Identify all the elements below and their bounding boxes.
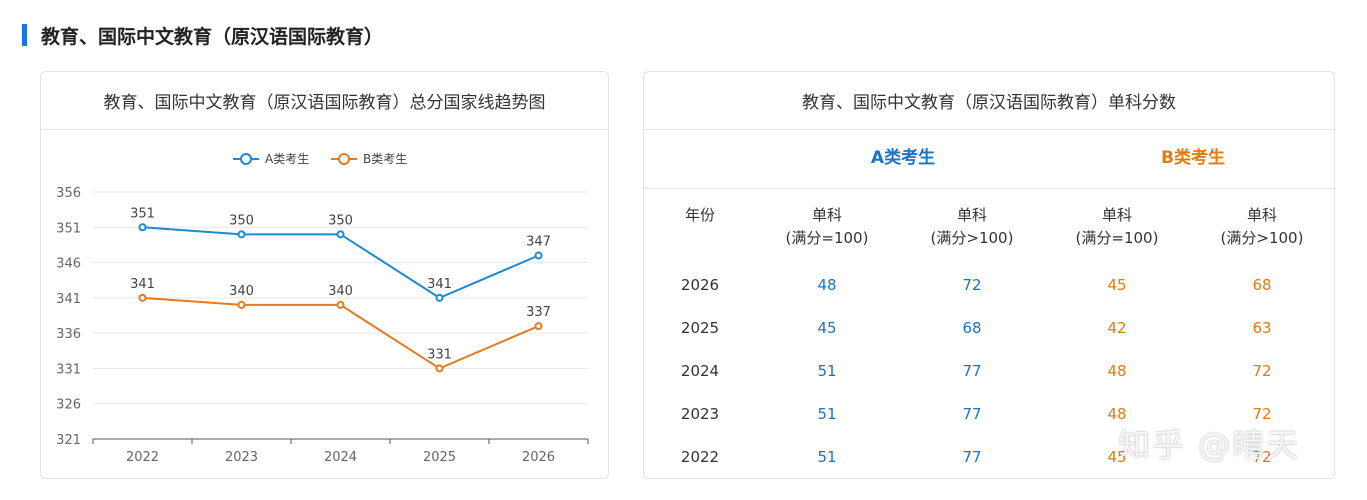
- data-point: [435, 364, 444, 373]
- header-b-full100-line1: 单科: [1101, 206, 1132, 224]
- x-tick-label: 2024: [324, 450, 357, 465]
- row-b-full100: 42: [1107, 319, 1127, 337]
- header-year: 年份: [684, 206, 715, 224]
- header-b-full100: 单科 (满分=100): [1067, 204, 1167, 250]
- data-label: 350: [229, 213, 254, 228]
- row-year: 2022: [680, 448, 720, 466]
- header-b-over100-line2: (满分>100): [1220, 229, 1304, 247]
- y-tick-label: 356: [56, 186, 81, 201]
- data-point: [534, 322, 543, 331]
- row-a-over100: 77: [962, 448, 982, 466]
- y-tick-label: 331: [56, 362, 81, 377]
- y-tick-label: 336: [56, 327, 81, 342]
- x-tick-label: 2023: [225, 450, 258, 465]
- group-a-label: A类考生: [870, 148, 936, 168]
- subject-score-title: 教育、国际中文教育（原汉语国际教育）单科分数: [644, 72, 1334, 130]
- header-a-over100-line2: (满分>100): [930, 229, 1014, 247]
- data-label: 347: [526, 235, 551, 250]
- row-b-full100: 48: [1107, 405, 1127, 423]
- header-b-full100-line2: (满分=100): [1075, 229, 1159, 247]
- data-label: 337: [526, 305, 551, 320]
- legend-label: A类考生: [265, 152, 309, 166]
- y-tick-label: 351: [56, 221, 81, 236]
- data-label: 351: [130, 206, 155, 221]
- row-year: 2023: [680, 405, 720, 423]
- row-a-full100: 51: [817, 448, 837, 466]
- row-a-full100: 51: [817, 362, 837, 380]
- header-a-full100-line1: 单科: [811, 206, 842, 224]
- y-tick-label: 326: [56, 398, 81, 413]
- row-b-over100: 63: [1252, 319, 1272, 337]
- row-a-full100: 51: [817, 405, 837, 423]
- row-year: 2024: [680, 362, 720, 380]
- row-a-full100: 48: [817, 276, 837, 294]
- row-year: 2026: [680, 276, 720, 294]
- x-tick-label: 2025: [423, 450, 456, 465]
- data-point: [336, 300, 345, 309]
- section-accent-bar: [22, 24, 27, 46]
- header-a-over100: 单科 (满分>100): [922, 204, 1022, 250]
- x-tick-label: 2026: [522, 450, 555, 465]
- row-b-over100: 72: [1252, 405, 1272, 423]
- legend-marker: [240, 153, 252, 165]
- header-a-over100-line1: 单科: [956, 206, 987, 224]
- legend-label: B类考生: [363, 152, 407, 166]
- header-a-full100-line2: (满分=100): [785, 229, 869, 247]
- trend-chart-title: 教育、国际中文教育（原汉语国际教育）总分国家线趋势图: [41, 72, 608, 130]
- row-year: 2025: [680, 319, 720, 337]
- data-label: 350: [328, 213, 353, 228]
- data-point: [237, 230, 246, 239]
- row-a-over100: 77: [962, 362, 982, 380]
- header-a-full100: 单科 (满分=100): [777, 204, 877, 250]
- row-b-over100: 72: [1252, 448, 1272, 466]
- row-b-full100: 45: [1107, 448, 1127, 466]
- row-b-over100: 68: [1252, 276, 1272, 294]
- data-point: [138, 223, 147, 232]
- data-label: 340: [229, 284, 254, 299]
- data-label: 341: [130, 277, 155, 292]
- section-header: 教育、国际中文教育（原汉语国际教育）: [22, 20, 383, 50]
- data-point: [336, 230, 345, 239]
- trend-chart: 321 326 331 336 341 346 351 356 2022 2023 2024 2025…: [56, 152, 589, 465]
- trend-chart-card: 教育、国际中文教育（原汉语国际教育）总分国家线趋势图 321 326 331 336 3…: [40, 71, 609, 479]
- row-b-full100: 48: [1107, 362, 1127, 380]
- data-point: [435, 293, 444, 302]
- header-b-over100-line1: 单科: [1246, 206, 1277, 224]
- y-tick-label: 341: [56, 292, 81, 307]
- group-b-label: B类考生: [1161, 148, 1225, 168]
- row-a-over100: 77: [962, 405, 982, 423]
- row-b-full100: 45: [1107, 276, 1127, 294]
- x-tick-label: 2022: [126, 450, 159, 465]
- legend-marker: [338, 153, 350, 165]
- row-a-over100: 72: [962, 276, 982, 294]
- row-a-over100: 68: [962, 319, 982, 337]
- data-label: 341: [427, 277, 452, 292]
- row-a-full100: 45: [817, 319, 837, 337]
- y-tick-label: 321: [56, 433, 81, 448]
- row-b-over100: 72: [1252, 362, 1272, 380]
- subject-score-card: 教育、国际中文教育（原汉语国际教育）单科分数 A类考生 B类考生 年份 单科 (…: [643, 71, 1335, 479]
- group-header-row: A类考生 B类考生: [644, 129, 1334, 189]
- data-point: [237, 300, 246, 309]
- data-label: 340: [328, 284, 353, 299]
- header-b-over100: 单科 (满分>100): [1212, 204, 1312, 250]
- y-tick-label: 346: [56, 257, 81, 272]
- data-point: [138, 293, 147, 302]
- data-point: [534, 251, 543, 260]
- data-label: 331: [427, 347, 452, 362]
- section-title: 教育、国际中文教育（原汉语国际教育）: [41, 25, 384, 48]
